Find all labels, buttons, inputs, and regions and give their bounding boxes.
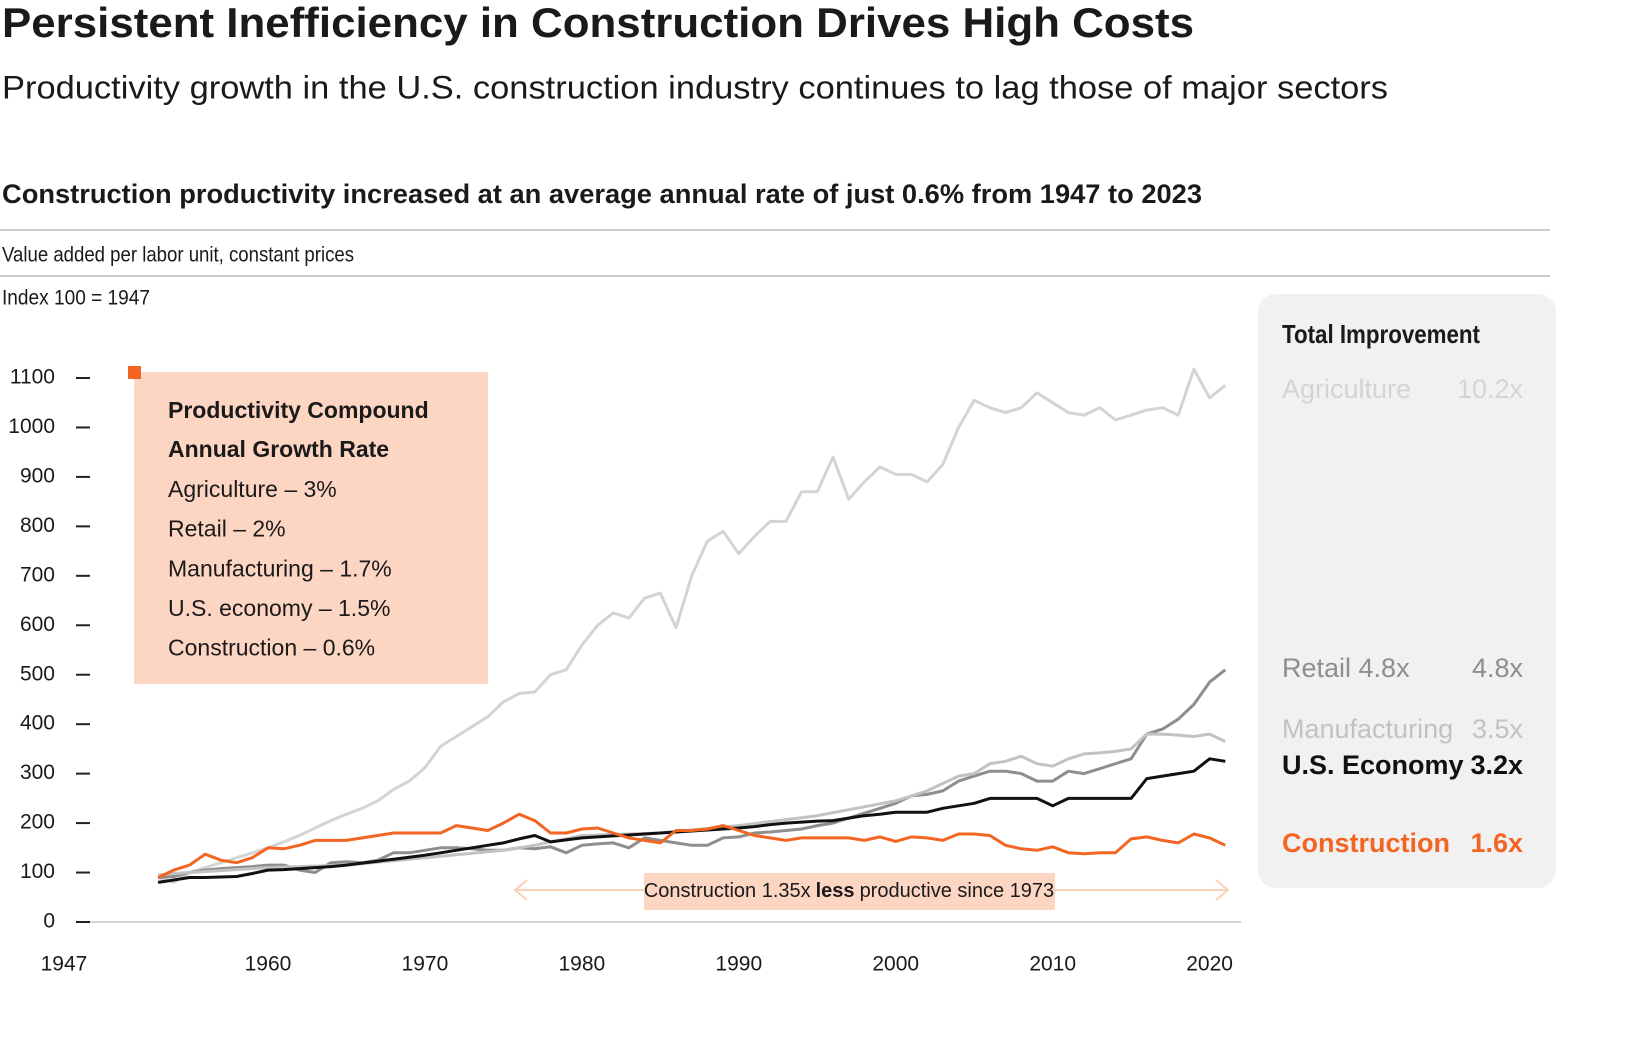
panel-label: Retail 4.8x (1282, 653, 1410, 683)
legend-line: U.S. economy – 1.5% (168, 595, 390, 621)
panel-value: 4.8x (1472, 653, 1524, 683)
y-tick-label: 0 (43, 910, 55, 933)
legend-title: Productivity Compound (168, 397, 429, 423)
series-line (157, 367, 1227, 884)
note: Value added per labor unit, constant pri… (2, 244, 354, 267)
improvement-panel (1258, 294, 1556, 888)
panel-label: Construction (1282, 828, 1450, 858)
chart-title: Persistent Inefficiency in Construction … (2, 0, 1194, 46)
y-tick-label: 200 (20, 811, 55, 834)
series-line (158, 668, 1227, 879)
legend-line: Agriculture – 3% (168, 476, 337, 502)
x-tick-label: 2010 (1029, 953, 1076, 976)
chart-subtitle: Productivity growth in the U.S. construc… (2, 69, 1388, 105)
legend-title: Annual Growth Rate (168, 436, 389, 462)
panel-value: 3.2x (1470, 750, 1523, 780)
panel-title: Total Improvement (1282, 319, 1480, 349)
annotation-box (644, 873, 1055, 910)
y-tick-label: 800 (20, 514, 55, 537)
series-line (157, 757, 1226, 884)
panel-label: U.S. Economy (1282, 750, 1464, 780)
note: Index 100 = 1947 (2, 287, 150, 310)
y-tick-label: 500 (20, 662, 55, 685)
panel-value: 3.5x (1472, 714, 1524, 744)
arrow-head (1215, 879, 1230, 901)
y-tick-label: 900 (20, 464, 55, 487)
annotation: Construction 1.35x less productive since 1… (644, 880, 1054, 902)
annotation-part: less (816, 880, 855, 902)
y-tick-label: 1000 (8, 415, 55, 438)
panel-label: Manufacturing (1282, 714, 1453, 744)
series-line (157, 732, 1226, 877)
series-line (157, 812, 1226, 879)
annotation-part: productive since 1973 (860, 880, 1055, 902)
x-tick-label: 1980 (558, 953, 605, 976)
panel-value: 10.2x (1457, 374, 1524, 404)
x-tick-label: 1947 (41, 953, 88, 976)
legend-line: Construction – 0.6% (168, 634, 375, 660)
y-tick-label: 300 (20, 761, 55, 784)
chart-heading: Construction productivity increased at a… (2, 179, 1202, 209)
panel-value: 1.6x (1470, 828, 1523, 858)
legend-marker (128, 366, 141, 379)
y-tick-label: 600 (20, 613, 55, 636)
x-tick-label: 1990 (715, 953, 762, 976)
annotation-part: Construction 1.35x (644, 880, 811, 902)
panel-label: Agriculture (1282, 374, 1411, 404)
x-tick-label: 1960 (245, 953, 292, 976)
legend-box (134, 372, 488, 684)
arrow-head (513, 879, 528, 901)
y-tick-label: 1100 (10, 366, 55, 389)
y-tick-label: 100 (20, 860, 55, 883)
legend-line: Manufacturing – 1.7% (168, 555, 392, 581)
y-tick-label: 700 (20, 563, 55, 586)
y-tick-label: 400 (20, 712, 55, 735)
legend-line: Retail – 2% (168, 516, 286, 542)
x-tick-label: 1970 (402, 953, 449, 976)
x-tick-label: 2020 (1186, 953, 1233, 976)
x-tick-label: 2000 (872, 953, 919, 976)
